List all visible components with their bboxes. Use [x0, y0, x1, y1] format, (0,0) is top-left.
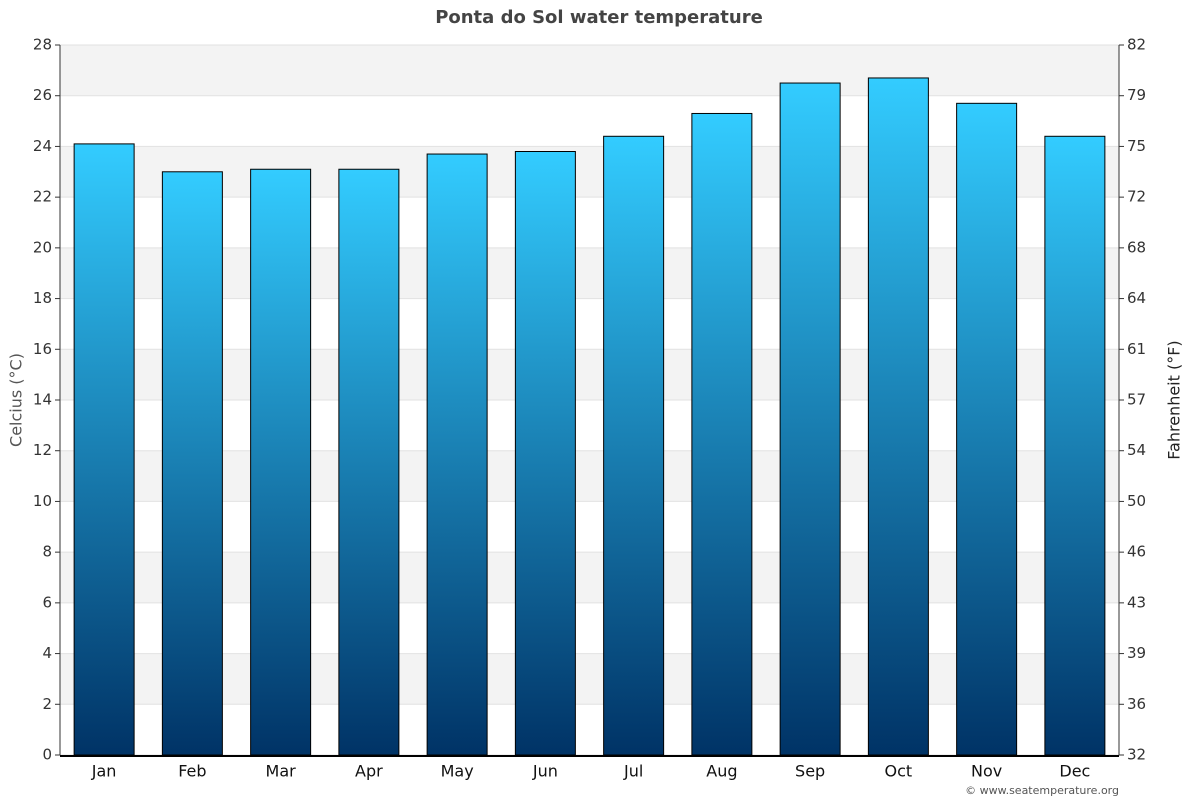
y2-tick-label: 50	[1127, 492, 1146, 510]
y-tick-label: 6	[42, 593, 52, 611]
x-tick-label: Apr	[355, 762, 383, 781]
bar	[603, 135, 665, 756]
grid-band	[60, 247, 1119, 299]
y2-axis-label: Fahrenheit (°F)	[1165, 340, 1184, 459]
y-tick-label: 14	[33, 391, 52, 409]
bar	[691, 112, 753, 756]
y-tick-label: 18	[33, 289, 52, 307]
bar	[867, 77, 929, 756]
y-tick-label: 28	[33, 36, 52, 54]
bar	[426, 153, 488, 756]
x-tick-label: Aug	[706, 762, 737, 781]
grid-band	[60, 653, 1119, 705]
bar	[514, 151, 576, 756]
bar	[73, 143, 135, 756]
y-tick-label: 12	[33, 441, 52, 459]
y2-tick-label: 46	[1127, 543, 1146, 561]
x-tick-label: May	[441, 762, 474, 781]
y-tick-label: 4	[42, 644, 52, 662]
y-axis-label: Celcius (°C)	[7, 353, 26, 447]
y-tick-label: 10	[33, 492, 52, 510]
y-tick-label: 0	[42, 746, 52, 764]
x-tick-label: Feb	[178, 762, 206, 781]
y2-tick-label: 39	[1127, 644, 1146, 662]
y2-tick-label: 75	[1127, 137, 1146, 155]
y2-tick-label: 36	[1127, 695, 1146, 713]
y2-tick-label: 79	[1127, 86, 1146, 104]
x-tick-label: Mar	[266, 762, 297, 781]
x-tick-label: Dec	[1059, 762, 1090, 781]
grid-band	[60, 349, 1119, 400]
bar	[161, 171, 223, 756]
y2-tick-label: 72	[1127, 188, 1146, 206]
x-tick-label: Sep	[795, 762, 825, 781]
y-tick-label: 24	[33, 137, 52, 155]
y2-tick-label: 61	[1127, 340, 1146, 358]
chart-title: Ponta do Sol water temperature	[435, 7, 763, 28]
grid-band	[60, 45, 1119, 96]
bar	[779, 82, 841, 756]
bar	[1044, 135, 1106, 756]
y2-tick-label: 43	[1127, 593, 1146, 611]
y-tick-label: 16	[33, 340, 52, 358]
x-tick-label: Nov	[971, 762, 1002, 781]
y-tick-label: 20	[33, 238, 52, 256]
source-credit: © www.seatemperature.org	[965, 784, 1119, 797]
y-tick-label: 26	[33, 86, 52, 104]
y2-tick-label: 32	[1127, 746, 1146, 764]
y2-tick-label: 82	[1127, 36, 1146, 54]
grid-band	[60, 450, 1119, 502]
y2-tick-label: 57	[1127, 391, 1146, 409]
grid-band	[60, 552, 1119, 603]
x-tick-label: Jan	[91, 762, 117, 781]
bar	[956, 102, 1018, 756]
bar	[250, 168, 312, 756]
y-tick-label: 2	[42, 695, 52, 713]
x-tick-label: Oct	[885, 762, 913, 781]
grid-band	[60, 146, 1119, 198]
x-tick-label: Jul	[623, 762, 643, 781]
bar	[338, 168, 400, 756]
y2-tick-label: 68	[1127, 238, 1146, 256]
x-tick-label: Jun	[532, 762, 558, 781]
y2-tick-label: 64	[1127, 289, 1146, 307]
y2-tick-label: 54	[1127, 441, 1146, 459]
y-tick-label: 8	[42, 543, 52, 561]
y-tick-label: 22	[33, 188, 52, 206]
